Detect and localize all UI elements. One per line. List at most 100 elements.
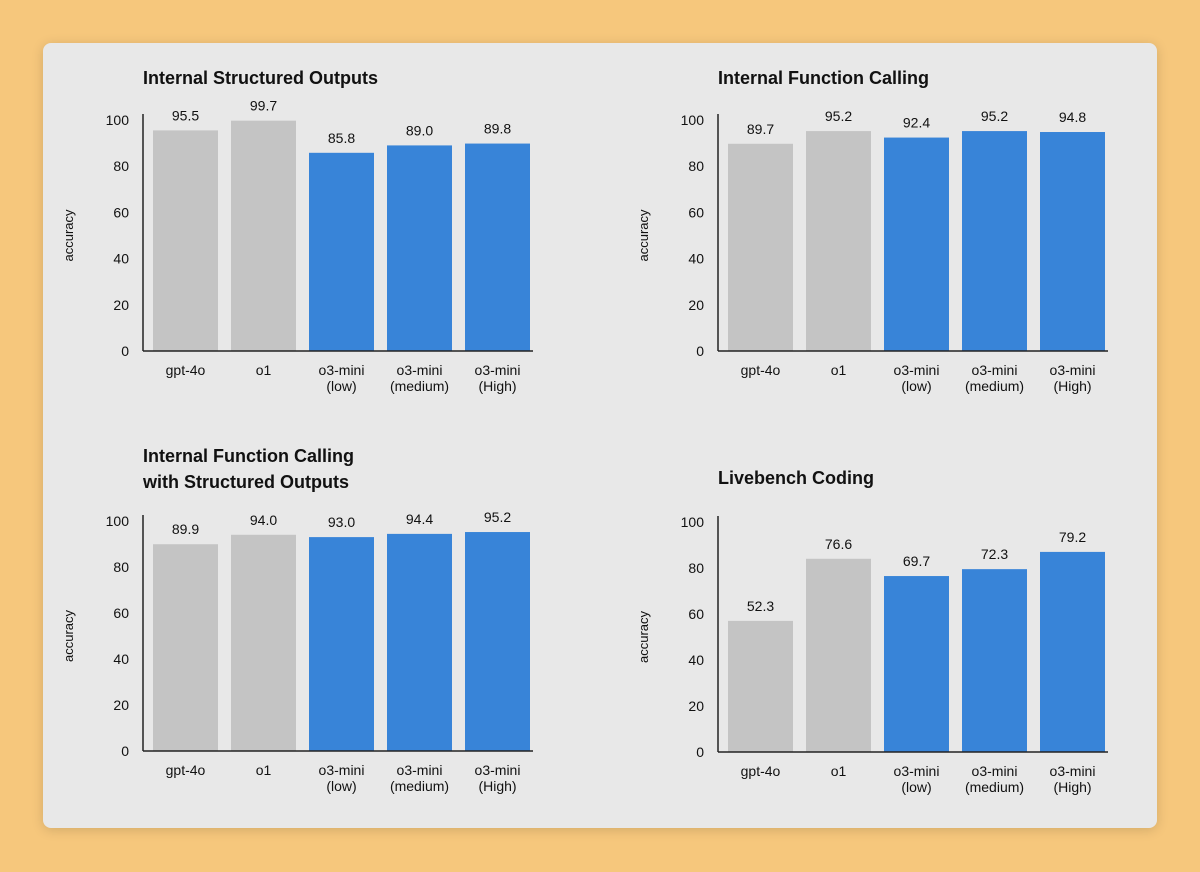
bar-value-label: 69.7 [903,553,930,569]
bar-chart: 0 20 40 60 80 100 accuracy 52.3 gpt-4o 76.6 o1 69.7… [636,514,1108,795]
x-tick-label: o3-mini [475,362,521,378]
bar [309,152,374,351]
bar-value-label: 95.5 [172,107,199,123]
x-tick-label: (High) [478,378,516,394]
chart-panel-structured-outputs: Internal Structured Outputs 0 20 40 60 80 100… [43,43,600,435]
y-tick-label: 80 [113,158,129,174]
x-tick-label: o3-mini [319,362,365,378]
bar [387,533,452,751]
bar [309,537,374,751]
y-tick-label: 0 [121,343,129,359]
y-tick-label: 40 [688,251,704,267]
y-tick-label: 40 [113,251,129,267]
bar-value-label: 94.0 [250,512,277,528]
y-tick-label: 100 [106,112,130,128]
chart-panel-function-calling-structured: Internal Function Calling with Structure… [43,443,600,828]
y-tick-label: 0 [121,743,129,759]
x-tick-label: o1 [256,762,272,778]
y-tick-label: 20 [113,697,129,713]
x-tick-label: o3-mini [972,362,1018,378]
y-tick-label: 20 [113,297,129,313]
chart-title: Internal Structured Outputs [143,68,379,88]
bar-value-label: 95.2 [825,108,852,124]
bar [465,143,530,351]
x-tick-label: o3-mini [319,762,365,778]
bar-value-label: 94.8 [1059,109,1086,125]
bar-value-label: 93.0 [328,514,355,530]
bar-value-label: 95.2 [981,108,1008,124]
bar [962,131,1027,351]
bar [962,569,1027,752]
x-tick-label: o3-mini [397,762,443,778]
bar-value-label: 89.8 [484,121,511,137]
bar [884,576,949,752]
x-tick-label: (low) [901,378,931,394]
bar [806,131,871,351]
chart-title: Livebench Coding [718,468,875,488]
bar-value-label: 99.7 [250,98,277,114]
bar-value-label: 89.0 [406,122,433,138]
bar-value-label: 79.2 [1059,529,1086,545]
bar-value-label: 89.9 [172,521,199,537]
bar-value-label: 89.7 [747,121,774,137]
x-tick-label: (High) [1053,378,1091,394]
bar-value-label: 52.3 [747,598,774,614]
y-axis-label: accuracy [636,209,651,262]
x-tick-label: (low) [901,779,931,795]
bar [465,532,530,751]
bar-value-label: 72.3 [981,546,1008,562]
chart-title-line-2: with Structured Outputs [143,472,349,492]
x-tick-label: o3-mini [1050,763,1096,779]
y-axis-label: accuracy [61,209,76,262]
bar-value-label: 76.6 [825,536,852,552]
x-tick-label: o1 [256,362,272,378]
bar [231,534,296,751]
bar [806,558,871,752]
y-tick-label: 80 [688,560,704,576]
x-tick-label: o3-mini [397,362,443,378]
x-tick-label: o3-mini [972,763,1018,779]
x-tick-label: o1 [831,763,847,779]
bar-chart: 0 20 40 60 80 100 accuracy 95.5 gpt-4o 99.7 o1 85.8… [61,98,533,394]
y-axis-label: accuracy [636,610,651,663]
bar-chart: 0 20 40 60 80 100 accuracy 89.7 gpt-4o 95.2 o1 92.4… [636,108,1108,394]
x-tick-label: o1 [831,362,847,378]
chart-panel-livebench-coding: Livebench Coding 0 20 40 60 80 100 accuracy 52.… [618,443,1157,828]
y-tick-label: 80 [113,559,129,575]
chart-title: Internal Function Calling with Structure… [143,443,354,495]
x-tick-label: (High) [1053,779,1091,795]
y-tick-label: 60 [688,204,704,220]
bar [884,137,949,351]
x-tick-label: o3-mini [894,362,940,378]
y-tick-label: 100 [106,513,130,529]
bar [728,143,793,351]
bar-value-label: 85.8 [328,130,355,146]
chart-title: Internal Function Calling [718,68,929,88]
y-tick-label: 60 [688,606,704,622]
y-tick-label: 40 [113,651,129,667]
y-tick-label: 80 [688,158,704,174]
y-axis-label: accuracy [61,609,76,662]
x-tick-label: (medium) [965,779,1024,795]
y-tick-label: 100 [681,112,705,128]
bar [1040,132,1105,351]
x-tick-label: gpt-4o [741,362,781,378]
y-tick-label: 0 [696,744,704,760]
x-tick-label: (medium) [390,378,449,394]
x-tick-label: (High) [478,778,516,794]
y-tick-label: 20 [688,698,704,714]
x-tick-label: (medium) [965,378,1024,394]
bar-value-label: 94.4 [406,511,433,527]
y-tick-label: 60 [113,605,129,621]
x-tick-label: (low) [326,778,356,794]
chart-title-line-1: Internal Function Calling [143,446,354,466]
x-tick-label: gpt-4o [741,763,781,779]
y-tick-label: 100 [681,514,705,530]
bar [231,120,296,352]
y-tick-label: 20 [688,297,704,313]
y-tick-label: 40 [688,652,704,668]
y-tick-label: 0 [696,343,704,359]
x-tick-label: o3-mini [1050,362,1096,378]
x-tick-label: o3-mini [475,762,521,778]
dashboard-card: Internal Structured Outputs 0 20 40 60 80 100… [43,43,1157,828]
